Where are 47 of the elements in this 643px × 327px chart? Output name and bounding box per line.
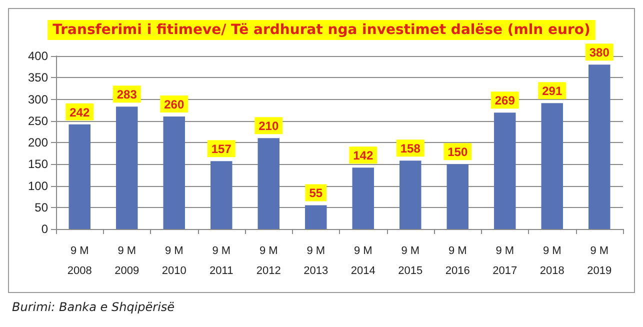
data-label: 142	[353, 148, 374, 163]
x-tick-label: 9 M 2019	[587, 245, 612, 277]
x-tick-label: 9 M 2013	[304, 245, 328, 277]
x-tick-label: 9 M 2017	[492, 245, 518, 277]
y-tick-label: 400	[28, 49, 48, 63]
x-tick-label: 9 M 2016	[445, 245, 470, 277]
x-tick-label: 9 M 2015	[398, 245, 423, 277]
x-tick-label: 9 M 2012	[256, 245, 281, 277]
x-tick-label: 9 M 2011	[210, 245, 234, 277]
bar	[400, 160, 422, 229]
bar	[446, 164, 468, 229]
data-label: 260	[164, 98, 184, 112]
data-label: 210	[258, 119, 279, 134]
bar	[210, 161, 232, 229]
bar	[116, 106, 138, 229]
y-tick-label: 350	[28, 70, 48, 85]
bar	[163, 116, 185, 229]
y-tick-label: 100	[28, 178, 48, 193]
y-tick-label: 0	[41, 222, 48, 236]
y-tick-label: 250	[28, 114, 48, 128]
text: Burimi: Banka e Shqipërisë	[12, 300, 175, 314]
data-label: 158	[400, 142, 421, 156]
y-tick-label: 300	[28, 92, 48, 106]
data-label: 269	[494, 94, 516, 108]
bar	[541, 103, 563, 229]
x-tick-label: 9 M 2018	[540, 245, 564, 277]
data-label: 283	[116, 88, 138, 102]
bar	[494, 112, 516, 229]
data-label: 150	[448, 145, 468, 160]
data-label: 242	[70, 105, 90, 120]
data-label: 380	[589, 46, 610, 60]
data-label: 291	[542, 84, 562, 98]
chart-title: Transferimi i fitimeve/ Të ardhurat nga investimet dalëse (mln euro)	[52, 22, 590, 38]
bar	[68, 124, 90, 229]
data-label: 55	[309, 186, 323, 200]
y-tick-label: 150	[28, 157, 48, 172]
bar	[305, 205, 327, 229]
bar	[258, 138, 280, 229]
x-tick-label: 9 M 2008	[67, 245, 92, 277]
y-tick-label: 200	[28, 136, 48, 150]
data-label: 157	[211, 142, 232, 156]
bar	[588, 64, 610, 229]
y-tick-label: 50	[34, 200, 48, 214]
x-tick-label: 9 M 2014	[350, 245, 376, 277]
x-tick-label: 9 M 2009	[114, 245, 140, 277]
x-tick-label: 9 M 2010	[162, 245, 186, 277]
bar	[352, 168, 374, 229]
